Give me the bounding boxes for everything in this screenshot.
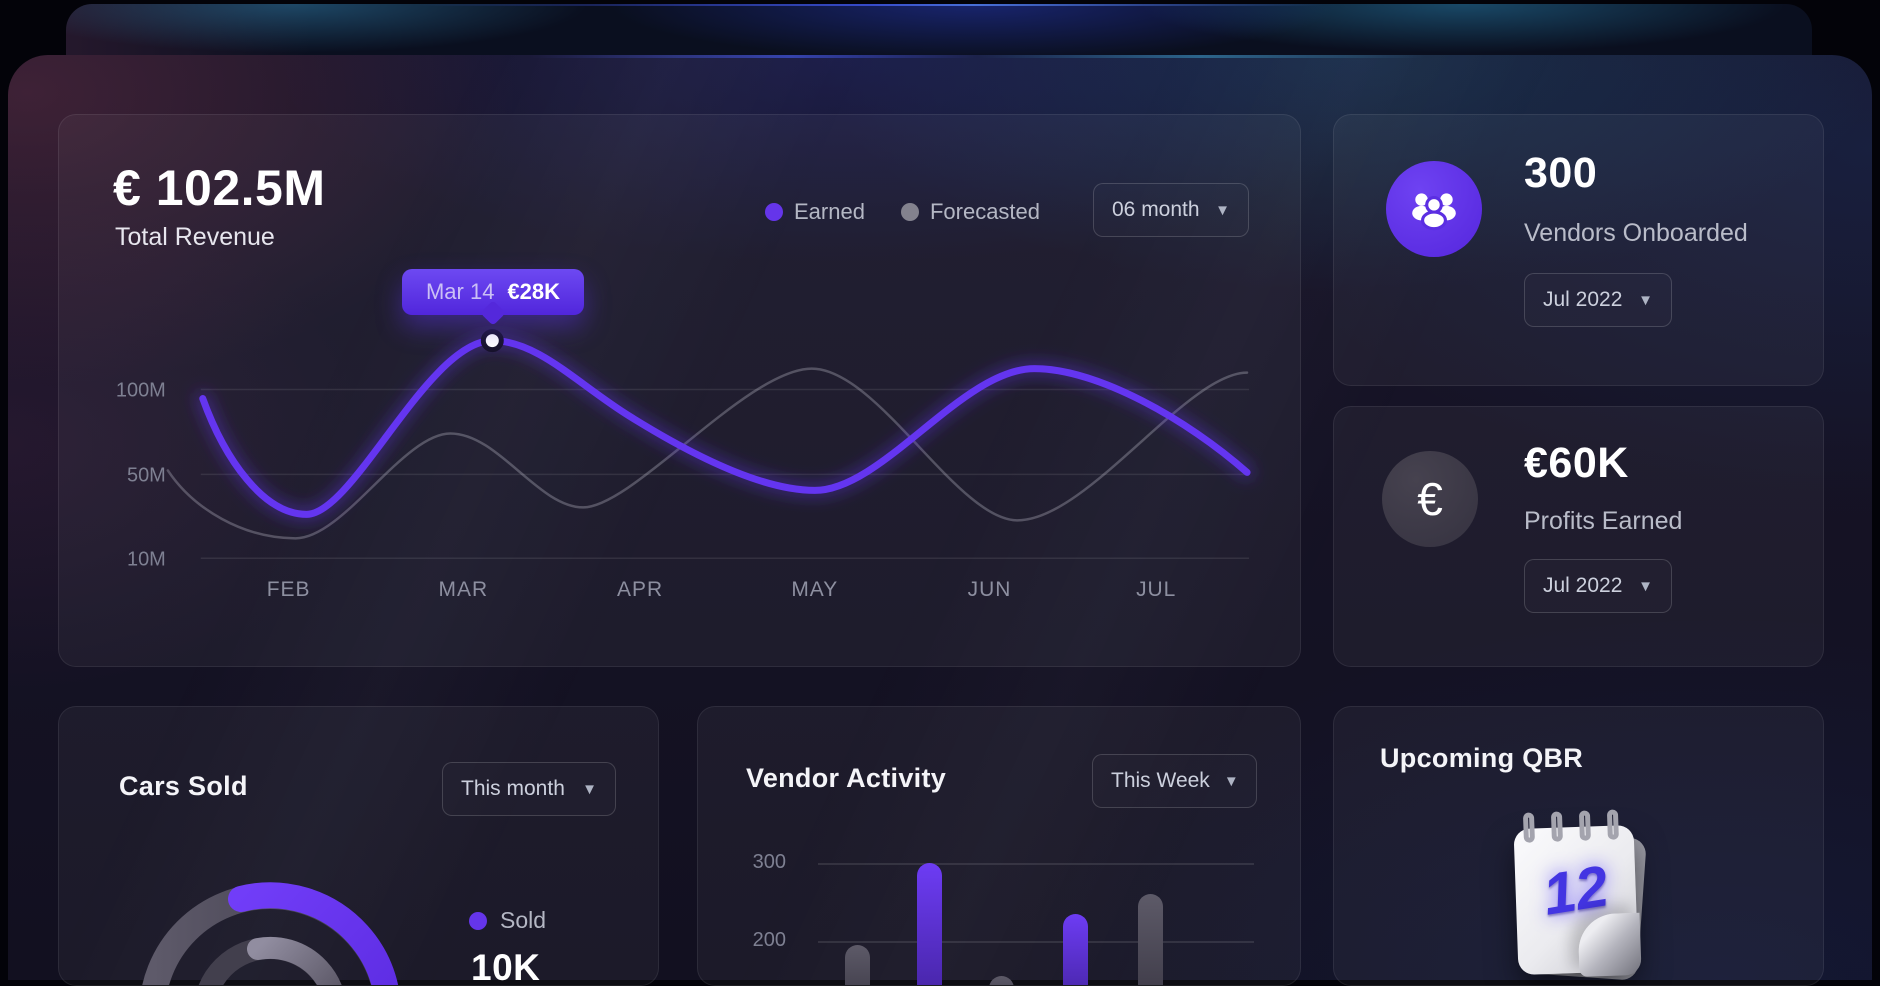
chevron-down-icon: ▼ <box>1638 291 1653 309</box>
revenue-chart-grid: 100M 50M 10M FEB MAR APR MAY JUN JUL <box>116 380 1250 601</box>
chevron-down-icon: ▼ <box>1638 577 1653 595</box>
vendors-circle-badge <box>1386 161 1482 257</box>
calendar-ring-icon <box>1578 810 1591 841</box>
vendor-activity-period-select[interactable]: This Week ▼ <box>1092 754 1257 808</box>
x-axis-tick-label: JUN <box>968 578 1012 601</box>
donut-inner-arc <box>247 936 342 985</box>
activity-bar[interactable] <box>1137 894 1163 985</box>
total-revenue-card: € 102.5M Total Revenue Earned Forecasted… <box>58 114 1301 667</box>
vendors-period-select[interactable]: Jul 2022 ▼ <box>1524 273 1672 327</box>
profits-period-value: Jul 2022 <box>1543 574 1623 597</box>
earned-legend-label: Earned <box>794 199 865 224</box>
people-group-icon <box>1412 193 1456 231</box>
profits-label: Profits Earned <box>1524 507 1683 535</box>
cars-sold-donut-chart <box>142 882 399 985</box>
chevron-down-icon: ▼ <box>1223 772 1239 790</box>
calendar-icon: 12 <box>1513 809 1647 985</box>
total-revenue-value: € 102.5M <box>113 160 326 216</box>
x-axis-tick-label: JUL <box>1136 578 1176 601</box>
calendar-ring-icon <box>1522 812 1535 843</box>
x-axis-tick-label: APR <box>617 578 663 601</box>
bar-chart-gridline <box>818 941 1254 943</box>
vendor-activity-title: Vendor Activity <box>746 763 947 793</box>
vendor-activity-card: Vendor Activity This Week ▼ 300 200 <box>697 706 1301 986</box>
revenue-legend: Earned Forecasted <box>765 199 1040 225</box>
donut-inner-track <box>198 937 342 985</box>
cars-sold-title: Cars Sold <box>119 771 248 801</box>
calendar-ring-icon <box>1606 809 1619 840</box>
tooltip-date: Mar 14 <box>425 279 495 304</box>
cars-sold-legend: Sold <box>469 907 546 934</box>
legend-item-forecasted: Forecasted <box>900 199 1041 225</box>
activity-bar[interactable] <box>844 944 870 985</box>
chart-tooltip: Mar 14 €28K <box>402 269 584 315</box>
revenue-period-value: 06 month <box>1112 198 1200 221</box>
cars-period-value: This month <box>461 777 565 800</box>
profits-earned-card: € €60K Profits Earned Jul 2022 ▼ <box>1333 406 1824 667</box>
donut-sold-arc <box>228 882 399 985</box>
vendors-value: 300 <box>1524 149 1598 197</box>
activity-bar[interactable] <box>988 976 1014 985</box>
revenue-period-select[interactable]: 06 month ▼ <box>1093 183 1249 237</box>
sold-legend-label: Sold <box>500 907 547 933</box>
y-axis-tick-label: 50M <box>127 464 166 486</box>
forecasted-legend-dot-icon <box>900 203 919 221</box>
vendors-label: Vendors Onboarded <box>1524 219 1748 247</box>
upcoming-qbr-card: Upcoming QBR 12 <box>1333 706 1824 986</box>
bar-chart-y-tick: 200 <box>752 929 786 951</box>
x-axis-tick-label: FEB <box>267 578 311 601</box>
y-axis-tick-label: 100M <box>116 380 166 402</box>
chevron-down-icon: ▼ <box>582 780 597 798</box>
tooltip-value: €28K <box>507 279 561 304</box>
y-axis-tick-label: 10M <box>127 548 166 570</box>
vendors-onboarded-card: 300 Vendors Onboarded Jul 2022 ▼ <box>1333 114 1824 386</box>
activity-bar[interactable] <box>1062 913 1088 985</box>
legend-item-earned: Earned <box>765 199 865 225</box>
chevron-down-icon: ▼ <box>1215 201 1230 219</box>
total-revenue-label: Total Revenue <box>115 223 275 251</box>
upcoming-qbr-title: Upcoming QBR <box>1380 743 1584 773</box>
cars-period-select[interactable]: This month ▼ <box>442 762 616 816</box>
euro-circle-badge: € <box>1382 451 1478 547</box>
x-axis-tick-label: MAR <box>439 578 489 601</box>
euro-icon: € <box>1417 473 1443 525</box>
bar-chart-y-tick: 300 <box>752 851 786 873</box>
cars-sold-value: 10K <box>471 947 541 986</box>
vendor-activity-period-value: This Week <box>1111 769 1210 792</box>
sold-legend-dot-icon <box>469 911 487 930</box>
earned-series-line <box>199 337 1251 518</box>
activity-bar[interactable] <box>916 863 942 985</box>
calendar-page: 12 <box>1513 809 1642 977</box>
vendor-activity-bar-chart: 300 200 <box>698 707 1300 985</box>
earned-series-glow <box>196 334 1254 521</box>
highlight-point-dot[interactable] <box>480 329 504 353</box>
calendar-ring-icon <box>1550 811 1563 842</box>
earned-legend-dot-icon <box>765 203 783 221</box>
profits-period-select[interactable]: Jul 2022 ▼ <box>1524 559 1672 613</box>
profits-value: €60K <box>1524 439 1629 487</box>
forecasted-series-line <box>166 367 1249 540</box>
cars-sold-card: Cars Sold This month ▼ Sold 10K <box>58 706 659 986</box>
forecasted-legend-label: Forecasted <box>929 199 1041 224</box>
vendors-period-value: Jul 2022 <box>1543 288 1623 311</box>
x-axis-tick-label: MAY <box>791 578 838 601</box>
bar-chart-gridline <box>818 863 1254 865</box>
donut-outer-track <box>142 883 398 985</box>
